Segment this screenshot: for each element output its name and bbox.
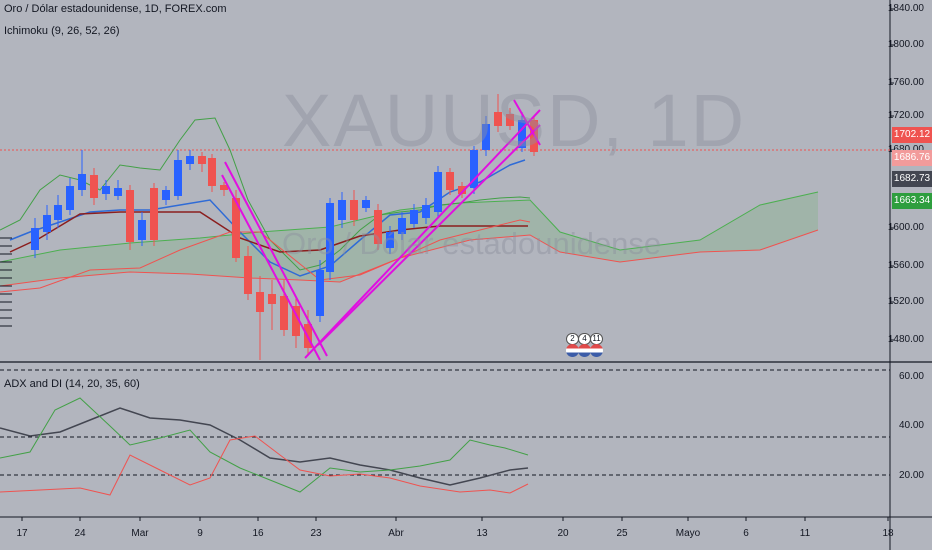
- candle-body: [350, 200, 358, 220]
- adx-tick-label: 20.00: [898, 470, 924, 481]
- candle-body: [494, 112, 502, 126]
- candle-body: [66, 186, 74, 210]
- date-tick-label: 13: [476, 528, 488, 539]
- symbol-watermark: XAUUSD, 1D: [282, 79, 747, 162]
- candle-body: [208, 158, 216, 186]
- price-tick-label: 1800.00: [887, 39, 924, 50]
- trendline: [513, 99, 541, 146]
- candle-body: [482, 124, 490, 150]
- price-tick-label: 1520.00: [887, 296, 924, 307]
- candle-body: [268, 294, 276, 304]
- candle-body: [326, 203, 334, 272]
- us-flag-icon: [590, 344, 603, 357]
- date-tick-label: Mar: [131, 528, 149, 539]
- price-tick-label: 1680.00: [888, 144, 924, 155]
- date-tick-label: 20: [557, 528, 569, 539]
- price-tick-label: 1760.00: [887, 77, 924, 88]
- adx-legend[interactable]: ADX and DI (14, 20, 35, 60): [4, 378, 140, 390]
- event-flag[interactable]: 11: [590, 333, 603, 357]
- date-tick-label: 16: [252, 528, 264, 539]
- candle-body: [114, 188, 122, 196]
- candle-body: [434, 172, 442, 212]
- candle-body: [244, 256, 252, 294]
- ichimoku-legend[interactable]: Ichimoku (9, 26, 52, 26): [4, 25, 120, 37]
- candle-body: [316, 270, 324, 316]
- candle-body: [102, 186, 110, 194]
- candle-body: [162, 190, 170, 200]
- date-tick-label: 24: [74, 528, 86, 539]
- minus-di-line: [0, 435, 529, 496]
- date-tick-label: 17: [16, 528, 28, 539]
- date-tick-label: 23: [310, 528, 322, 539]
- date-tick-label: 9: [197, 528, 203, 539]
- lagging-line: [0, 219, 531, 293]
- ichimoku-cloud: [0, 192, 818, 286]
- event-flag[interactable]: 2: [566, 333, 579, 357]
- candle-body: [338, 200, 346, 220]
- price-tick-label: 1480.00: [887, 334, 924, 345]
- trendline: [317, 124, 541, 346]
- candle-body: [31, 228, 39, 250]
- date-tick-label: 25: [616, 528, 628, 539]
- candle-body: [506, 114, 514, 126]
- price-tick-label: 1600.00: [887, 222, 924, 233]
- price-tick-label: 1840.00: [887, 3, 924, 14]
- candle-body: [256, 292, 264, 312]
- date-tick-label: 6: [743, 528, 749, 539]
- name-watermark: Oro / Dólar estadounidense: [282, 226, 662, 261]
- event-flag[interactable]: 4: [578, 333, 591, 357]
- us-flag-icon: [566, 344, 579, 357]
- candle-body: [126, 190, 134, 242]
- candle-body: [220, 185, 228, 190]
- price-tick-label: 1560.00: [887, 260, 924, 271]
- us-flag-icon: [578, 344, 591, 357]
- candle-body: [186, 156, 194, 164]
- plus-di-line: [0, 397, 529, 493]
- trendline: [221, 174, 321, 361]
- adx-tick-label: 40.00: [898, 420, 924, 431]
- candle-body: [232, 198, 240, 258]
- symbol-title[interactable]: Oro / Dólar estadounidense, 1D, FOREX.co…: [4, 3, 227, 15]
- candle-body: [362, 200, 370, 208]
- candle-body: [422, 205, 430, 218]
- candle-body: [54, 205, 62, 220]
- candle-body: [43, 215, 51, 232]
- candle-body: [198, 156, 206, 164]
- candle-body: [374, 210, 382, 244]
- adx-tick-label: 60.00: [898, 371, 924, 382]
- candle-body: [398, 218, 406, 234]
- candle-body: [410, 210, 418, 224]
- candle-body: [458, 186, 466, 194]
- price-tick-label: 1720.00: [887, 110, 924, 121]
- candle-body: [518, 120, 526, 148]
- price-badge: 1663.34: [892, 193, 932, 209]
- trendline: [224, 161, 328, 357]
- candle-body: [138, 220, 146, 240]
- candle-body: [150, 188, 158, 240]
- price-badge: 1702.12: [892, 127, 932, 143]
- date-tick-label: Mayo: [675, 528, 701, 539]
- price-badge: 1686.76: [892, 150, 932, 166]
- candle-body: [78, 174, 86, 190]
- candle-body: [292, 306, 300, 336]
- candle-body: [174, 160, 182, 196]
- candle-body: [386, 232, 394, 248]
- candle-body: [90, 175, 98, 198]
- date-tick-label: Abr: [388, 528, 404, 539]
- candle-body: [280, 296, 288, 330]
- trendline: [304, 109, 541, 359]
- adx-line: [0, 407, 529, 486]
- candle-body: [446, 172, 454, 190]
- price-badge: 1682.73: [892, 171, 932, 187]
- date-tick-label: 11: [799, 528, 811, 539]
- date-tick-label: 18: [882, 528, 894, 539]
- candle-body: [470, 150, 478, 188]
